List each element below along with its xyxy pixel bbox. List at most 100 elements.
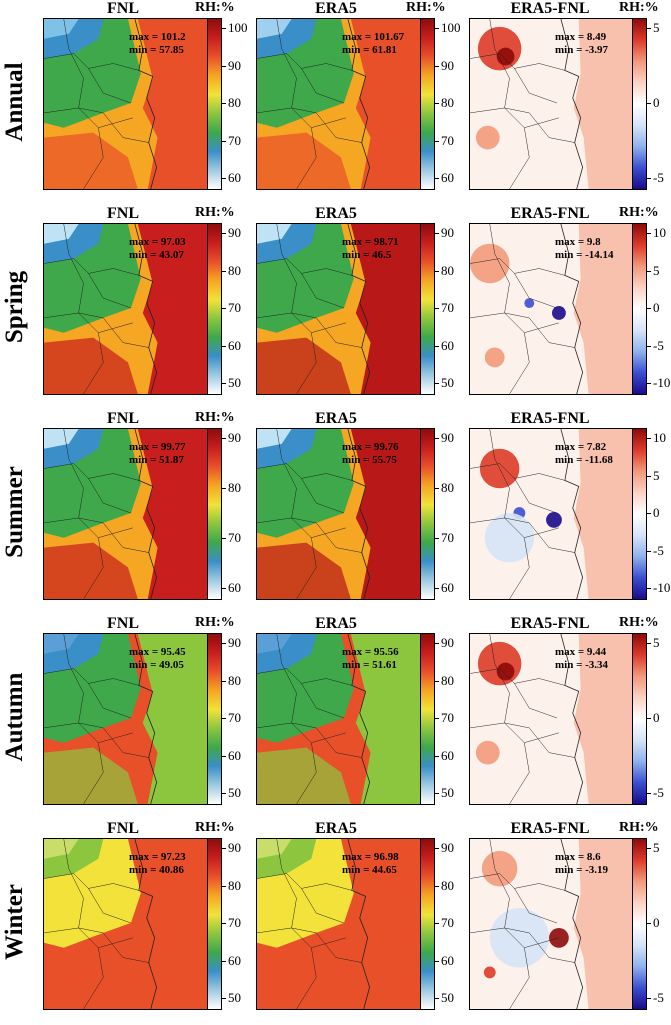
- colorbar-tick-label: 80: [228, 877, 241, 893]
- colorbar-tick-mark: [222, 848, 226, 849]
- colorbar-tick-label: 0: [653, 505, 660, 520]
- colorbar-tick-label: 90: [228, 57, 241, 73]
- colorbar-tick-label: 5: [653, 20, 660, 35]
- panel-title: FNL: [107, 820, 139, 837]
- rh-map-panel: [256, 838, 421, 1010]
- colorbar-tick-mark: [435, 178, 439, 179]
- colorbar-tick-label: -5: [653, 990, 664, 1005]
- max-stat: max = 97.23: [129, 851, 186, 863]
- colorbar: [207, 428, 222, 600]
- colorbar-tick-label: 90: [228, 840, 241, 855]
- colorbar-tick-label: -5: [653, 785, 664, 800]
- colorbar-tick-label: 60: [441, 337, 454, 353]
- figure-row-spring: Spring FNL max = 97.03 min = 43.07 ERA5 max =…: [0, 205, 671, 410]
- colorbar-tick-label: 90: [228, 225, 241, 240]
- max-stat: max = 99.76: [342, 441, 399, 453]
- colorbar-tick-mark: [647, 233, 651, 234]
- colorbar-tick-mark: [647, 103, 651, 104]
- map-image: [470, 19, 633, 189]
- colorbar-tick-mark: [222, 65, 226, 67]
- colorbar-tick-mark: [222, 308, 226, 309]
- map-image: [44, 224, 207, 394]
- colorbar-tick-mark: [647, 438, 651, 439]
- colorbar: [420, 838, 435, 1010]
- rh-map-panel: [43, 223, 208, 395]
- colorbar-tick-mark: [222, 588, 226, 589]
- panel-title: ERA5: [315, 615, 357, 632]
- panel-title: FNL: [107, 205, 139, 222]
- colorbar-tick-mark: [222, 488, 226, 489]
- colorbar-title: RH:%: [619, 205, 659, 220]
- colorbar-tick-mark: [647, 793, 651, 794]
- rh-map-panel: [43, 18, 208, 190]
- colorbar-tick-mark: [222, 793, 226, 794]
- season-label: Autumn: [0, 615, 30, 820]
- colorbar-tick-mark: [222, 383, 226, 384]
- colorbar-tick-label: 90: [441, 225, 454, 240]
- colorbar-tick-mark: [222, 438, 226, 439]
- colorbar-tick-label: 0: [653, 915, 660, 930]
- max-stat: max = 101.2: [129, 31, 186, 43]
- min-stat: min = 49.05: [129, 659, 184, 671]
- colorbar-title: RH:%: [619, 820, 659, 835]
- colorbar-tick-mark: [222, 140, 226, 142]
- colorbar-tick-label: 5: [653, 262, 660, 278]
- map-image: [257, 429, 420, 599]
- colorbar: [420, 18, 435, 190]
- colorbar-tick-label: 50: [441, 990, 454, 1005]
- colorbar-tick-mark: [435, 588, 439, 589]
- max-stat: max = 9.44: [555, 646, 607, 658]
- season-label: Spring: [0, 205, 30, 410]
- colorbar-tick-mark: [435, 793, 439, 794]
- colorbar: [632, 18, 647, 190]
- colorbar-tick-mark: [647, 475, 651, 477]
- colorbar: [632, 838, 647, 1010]
- colorbar-tick-mark: [647, 345, 651, 347]
- colorbar-tick-mark: [435, 718, 439, 719]
- colorbar-tick-mark: [222, 28, 226, 29]
- rh-map-panel: [256, 428, 421, 600]
- colorbar-tick-mark: [222, 178, 226, 179]
- colorbar-tick-label: 50: [441, 785, 454, 800]
- panel-title: ERA5-FNL: [510, 410, 590, 427]
- colorbar-tick-mark: [222, 885, 226, 887]
- rh-difference-map-panel: [469, 18, 634, 190]
- map-image: [470, 839, 633, 1009]
- colorbar-title: RH:%: [619, 615, 659, 630]
- colorbar-tick-label: 80: [228, 95, 241, 110]
- colorbar-tick-label: 50: [228, 375, 241, 390]
- colorbar-tick-mark: [647, 178, 651, 179]
- colorbar-tick-mark: [222, 998, 226, 999]
- map-image: [44, 839, 207, 1009]
- min-stat: min = -3.97: [555, 44, 609, 56]
- colorbar-tick-label: 60: [441, 747, 454, 763]
- colorbar-tick-label: 70: [441, 300, 454, 315]
- panel-title: ERA5-FNL: [510, 205, 590, 222]
- map-image: [257, 634, 420, 804]
- colorbar-tick-label: 70: [441, 132, 454, 148]
- season-label-text: Annual: [1, 62, 28, 142]
- panel-title: ERA5-FNL: [510, 0, 590, 17]
- colorbar-tick-mark: [435, 848, 439, 849]
- colorbar-tick-mark: [435, 923, 439, 924]
- colorbar-tick-label: 70: [441, 530, 454, 545]
- colorbar-tick-mark: [647, 270, 651, 272]
- min-stat: min = -3.34: [555, 659, 609, 671]
- max-stat: max = 95.45: [129, 646, 186, 658]
- figure-row-summer: Summer FNL max = 99.77 min = 51.87 ERA5 max =…: [0, 410, 671, 615]
- colorbar-tick-mark: [222, 345, 226, 347]
- colorbar-tick-label: 0: [653, 300, 660, 315]
- colorbar-title: RH:%: [195, 410, 235, 425]
- min-stat: min = 44.65: [342, 864, 397, 876]
- colorbar-tick-label: -5: [653, 337, 664, 353]
- colorbar-tick-label: 90: [441, 635, 454, 650]
- colorbar-tick-label: 80: [228, 262, 241, 278]
- colorbar-tick-label: 90: [228, 430, 241, 445]
- colorbar-title: RH:%: [195, 615, 235, 630]
- min-stat: min = 55.75: [342, 454, 397, 466]
- colorbar-tick-mark: [435, 345, 439, 347]
- colorbar-tick-label: 90: [228, 635, 241, 650]
- max-stat: max = 95.56: [342, 646, 399, 658]
- colorbar-tick-mark: [435, 998, 439, 999]
- panel-title: FNL: [107, 410, 139, 427]
